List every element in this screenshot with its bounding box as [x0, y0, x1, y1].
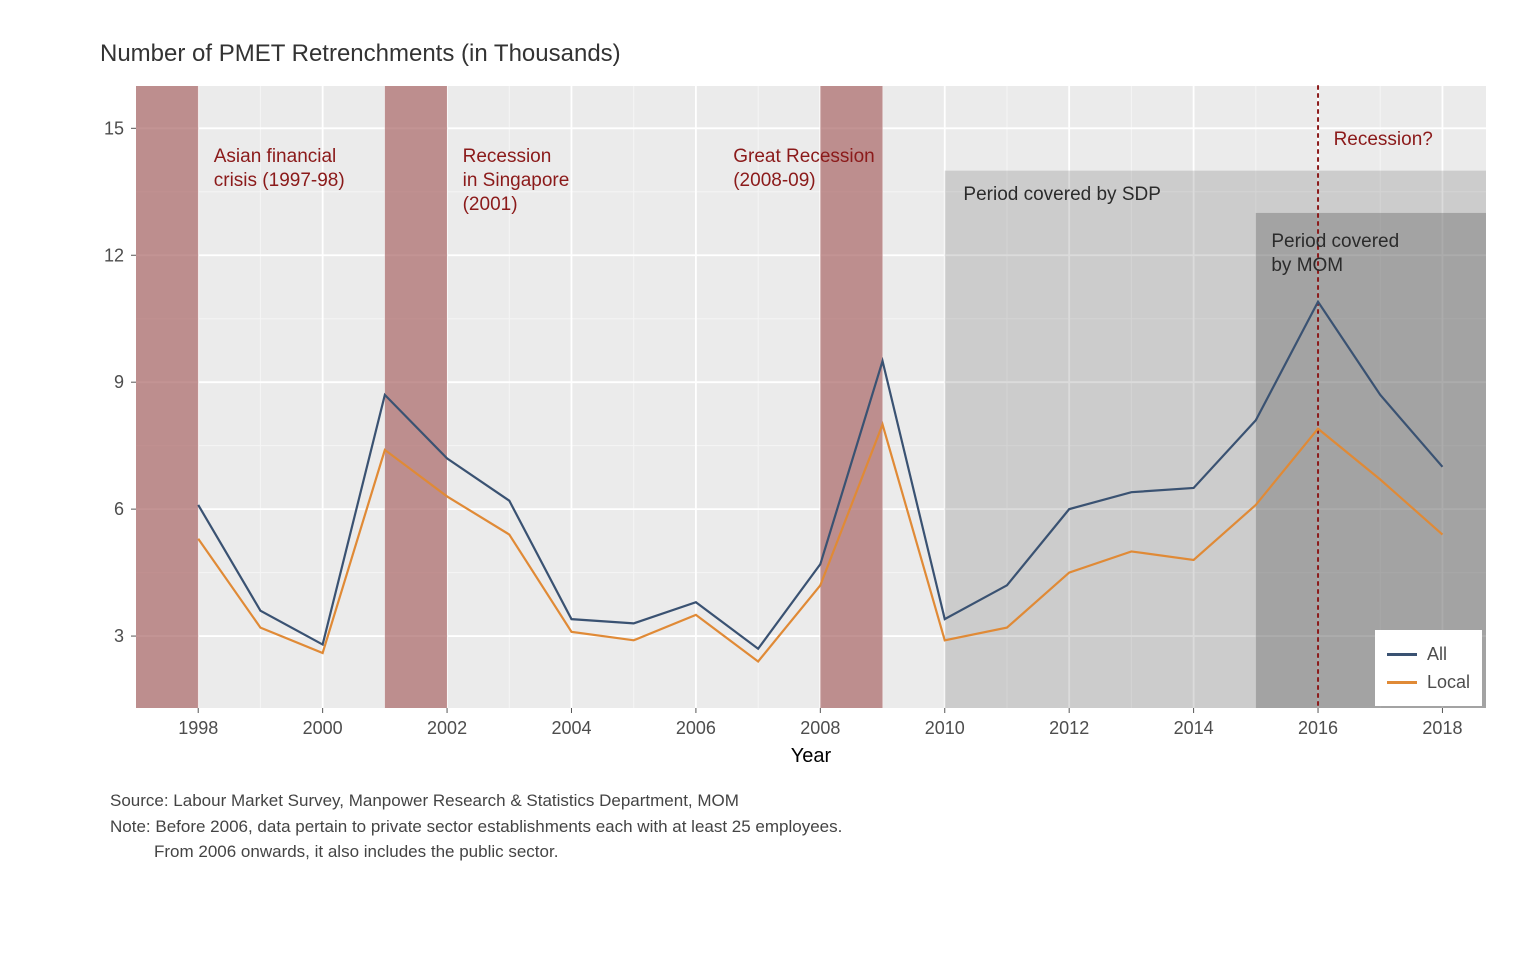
- caption-note-2: From 2006 onwards, it also includes the …: [110, 839, 1496, 865]
- svg-text:2008: 2008: [800, 718, 840, 738]
- svg-text:1998: 1998: [178, 718, 218, 738]
- svg-text:Great Recession: Great Recession: [733, 146, 875, 167]
- legend-swatch: [1387, 681, 1417, 684]
- svg-text:2014: 2014: [1174, 718, 1214, 738]
- svg-text:(2008-09): (2008-09): [733, 170, 815, 191]
- svg-text:15: 15: [104, 118, 124, 138]
- svg-text:2012: 2012: [1049, 718, 1089, 738]
- svg-text:Asian financial: Asian financial: [214, 146, 337, 167]
- plot-area: 3 6 9 12 15 1998 2000 2002 2004 2006 2008 2010 2012 2…: [96, 76, 1496, 776]
- legend: All Local: [1375, 630, 1482, 706]
- caption-note-1: Note: Before 2006, data pertain to priva…: [110, 814, 1496, 840]
- svg-text:2000: 2000: [303, 718, 343, 738]
- svg-text:crisis (1997-98): crisis (1997-98): [214, 170, 345, 191]
- svg-text:2018: 2018: [1422, 718, 1462, 738]
- svg-text:2002: 2002: [427, 718, 467, 738]
- chart-container: Number of PMET Retrenchments (in Thousan…: [40, 40, 1496, 920]
- svg-text:6: 6: [114, 499, 124, 519]
- legend-swatch: [1387, 653, 1417, 656]
- svg-text:in Singapore: in Singapore: [463, 170, 570, 191]
- svg-text:12: 12: [104, 245, 124, 265]
- svg-text:Year: Year: [791, 745, 832, 767]
- chart-title: Number of PMET Retrenchments (in Thousan…: [40, 40, 1496, 68]
- svg-text:Period covered: Period covered: [1271, 231, 1399, 252]
- svg-text:Period covered by SDP: Period covered by SDP: [963, 184, 1161, 205]
- svg-text:3: 3: [114, 626, 124, 646]
- chart-caption: Source: Labour Market Survey, Manpower R…: [40, 788, 1496, 865]
- chart-svg: 3 6 9 12 15 1998 2000 2002 2004 2006 2008 2010 2012 2…: [96, 76, 1496, 776]
- svg-text:2004: 2004: [551, 718, 591, 738]
- svg-text:by MOM: by MOM: [1271, 255, 1343, 276]
- legend-item: All: [1387, 640, 1470, 668]
- svg-text:Recession?: Recession?: [1334, 129, 1433, 150]
- svg-text:9: 9: [114, 372, 124, 392]
- caption-source: Source: Labour Market Survey, Manpower R…: [110, 788, 1496, 814]
- legend-label: All: [1427, 644, 1447, 665]
- legend-item: Local: [1387, 668, 1470, 696]
- svg-text:(2001): (2001): [463, 194, 518, 215]
- svg-text:2006: 2006: [676, 718, 716, 738]
- svg-text:Recession: Recession: [463, 146, 552, 167]
- svg-text:2010: 2010: [925, 718, 965, 738]
- svg-text:2016: 2016: [1298, 718, 1338, 738]
- legend-label: Local: [1427, 672, 1470, 693]
